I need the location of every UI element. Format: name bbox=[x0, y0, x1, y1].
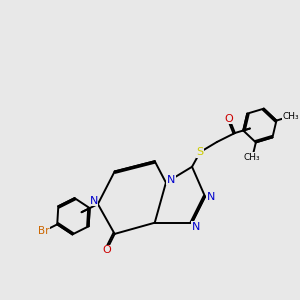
Text: CH₃: CH₃ bbox=[283, 112, 299, 121]
Text: S: S bbox=[196, 147, 204, 157]
Text: Br: Br bbox=[38, 226, 49, 236]
Text: CH₃: CH₃ bbox=[244, 153, 261, 162]
Text: N: N bbox=[192, 222, 200, 232]
Text: N: N bbox=[207, 192, 215, 202]
Text: N: N bbox=[167, 175, 175, 185]
Text: N: N bbox=[89, 196, 98, 206]
Text: O: O bbox=[102, 245, 111, 255]
Text: O: O bbox=[225, 114, 234, 124]
